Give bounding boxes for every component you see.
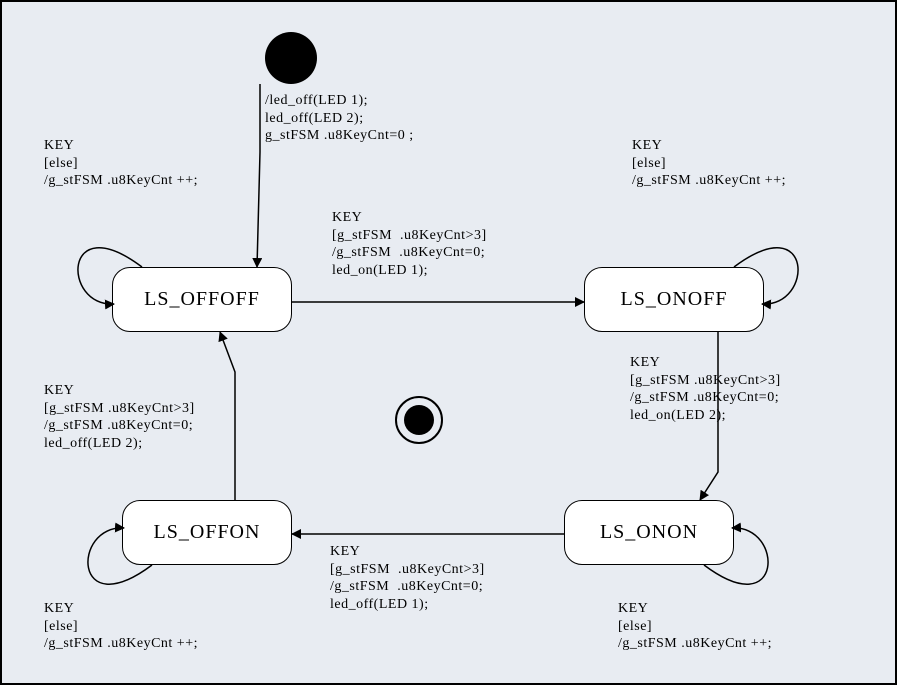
state-offoff: LS_OFFOFF	[112, 267, 292, 332]
final-state-inner	[404, 405, 435, 436]
label-onon-to-offon: KEY [g_stFSM .u8KeyCnt>3] /g_stFSM .u8Ke…	[330, 543, 485, 613]
label-offoff-loop: KEY [else] /g_stFSM .u8KeyCnt ++;	[44, 137, 198, 190]
label-offoff-to-onoff: KEY [g_stFSM .u8KeyCnt>3] /g_stFSM .u8Ke…	[332, 209, 487, 279]
label-init-action: /led_off(LED 1); led_off(LED 2); g_stFSM…	[265, 92, 414, 145]
state-label: LS_OFFOFF	[144, 288, 260, 311]
label-onoff-loop: KEY [else] /g_stFSM .u8KeyCnt ++;	[632, 137, 786, 190]
state-onoff: LS_ONOFF	[584, 267, 764, 332]
label-offon-loop: KEY [else] /g_stFSM .u8KeyCnt ++;	[44, 600, 198, 653]
state-onon: LS_ONON	[564, 500, 734, 565]
label-offon-to-offoff: KEY [g_stFSM .u8KeyCnt>3] /g_stFSM .u8Ke…	[44, 382, 195, 452]
edge-offon-to-offoff	[220, 332, 235, 500]
state-offon: LS_OFFON	[122, 500, 292, 565]
diagram-canvas: LS_OFFOFF LS_ONOFF LS_OFFON LS_ONON /led…	[0, 0, 897, 685]
state-label: LS_OFFON	[154, 521, 261, 544]
initial-state	[265, 32, 317, 84]
edge-initial-to-offoff	[257, 84, 260, 267]
final-state	[395, 396, 443, 444]
state-label: LS_ONOFF	[621, 288, 728, 311]
label-onon-loop: KEY [else] /g_stFSM .u8KeyCnt ++;	[618, 600, 772, 653]
state-label: LS_ONON	[600, 521, 698, 544]
label-onoff-to-onon: KEY [g_stFSM .u8KeyCnt>3] /g_stFSM .u8Ke…	[630, 354, 781, 424]
